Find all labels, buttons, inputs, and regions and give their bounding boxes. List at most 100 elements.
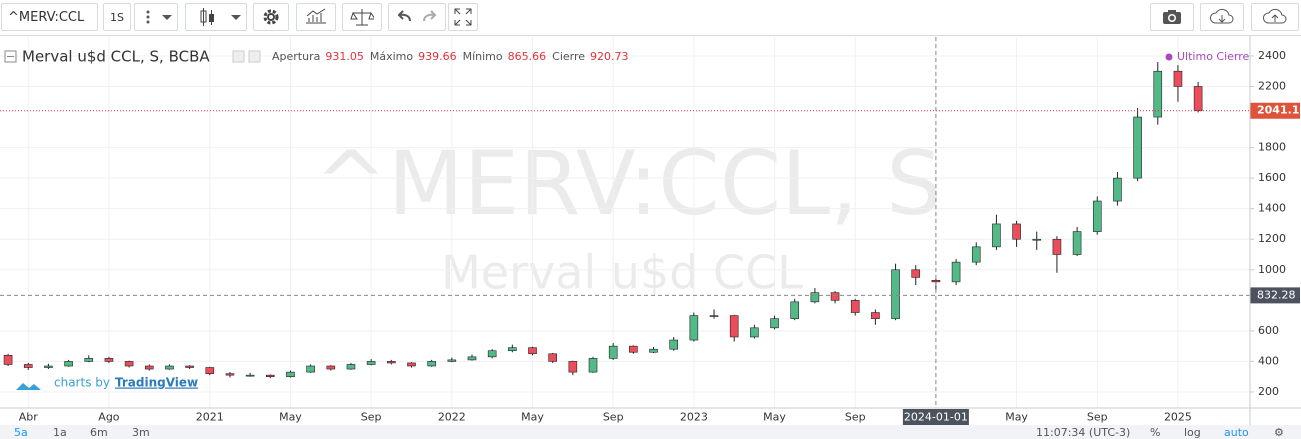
icon — [1163, 10, 1181, 24]
fullscreen-button[interactable] — [448, 3, 478, 31]
y-tick-label: 200 — [1258, 385, 1279, 398]
candle-body — [286, 371, 295, 377]
candle-body — [306, 365, 315, 373]
candle-body — [104, 358, 114, 362]
candle-body — [548, 353, 557, 362]
toolbar: ^MERV:CCL 1S — [0, 0, 1301, 36]
x-tick-label: 2022 — [438, 411, 466, 424]
icon — [146, 10, 172, 24]
y-tick-label: 2200 — [1258, 79, 1286, 92]
legend-close[interactable] — [248, 50, 261, 63]
footer: 5a 1a 6m 3m 11:07:34 (UTC-3) % log auto … — [0, 425, 1301, 439]
candle-body — [1052, 238, 1062, 255]
save-button[interactable] — [1251, 3, 1299, 31]
candle-body — [588, 358, 598, 373]
x-tick-label: 2021 — [196, 411, 224, 424]
auto-toggle[interactable]: auto — [1224, 426, 1249, 439]
candle-body — [709, 315, 719, 317]
branding-logo — [16, 383, 41, 390]
branding-prefix: charts by — [54, 376, 110, 390]
branding-link[interactable]: TradingView — [115, 376, 198, 390]
crosshair-time-box — [902, 409, 969, 425]
candle-body — [3, 355, 13, 365]
crosshair-time-label: 2024-01-01 — [904, 411, 968, 424]
candle-body — [729, 315, 739, 338]
chart-style-button[interactable] — [185, 3, 247, 31]
icon — [454, 8, 472, 26]
x-tick-label: 2025 — [1164, 411, 1192, 424]
settings-button[interactable] — [253, 3, 289, 31]
load-button[interactable] — [1200, 3, 1244, 31]
candle-body — [911, 269, 921, 278]
legend-label: Mínimo — [463, 50, 503, 63]
snapshot-button[interactable] — [1150, 3, 1194, 31]
crosshair-price-label: 832.28 — [1257, 288, 1296, 301]
symbol-input[interactable]: ^MERV:CCL — [1, 3, 98, 31]
legend-settings[interactable] — [232, 50, 245, 63]
x-tick-label: Sep — [845, 411, 866, 424]
icon — [1262, 8, 1287, 24]
candle-body — [891, 269, 900, 319]
last-close-label: Ultimo Cierre — [1177, 50, 1250, 63]
legend-value: 865.66 — [508, 50, 547, 63]
legend-title: Merval u$d CCL, S, BCBA — [22, 48, 210, 66]
candle-body — [326, 365, 336, 370]
candle-body — [185, 365, 194, 368]
icon — [306, 8, 326, 24]
candle-body — [387, 361, 396, 364]
percent-toggle[interactable]: % — [1150, 426, 1161, 439]
x-tick-label: May — [1005, 411, 1028, 424]
candle-body — [830, 292, 840, 301]
candle-body — [1012, 223, 1021, 240]
interval-button[interactable]: 1S — [103, 3, 131, 31]
candle-body — [165, 365, 174, 370]
candle-body — [205, 367, 215, 374]
legend-value: 939.66 — [418, 50, 457, 63]
candle-body — [1092, 200, 1102, 232]
range-button[interactable]: 6m — [90, 426, 108, 439]
candle-body — [407, 362, 416, 367]
y-tick-label: 400 — [1258, 354, 1279, 367]
candle-body — [850, 300, 860, 313]
y-tick-label: 1600 — [1258, 171, 1286, 184]
candle-body — [971, 246, 981, 263]
range-button[interactable]: 5a — [14, 426, 28, 439]
candle-body — [1173, 70, 1183, 87]
candle-body — [508, 347, 517, 352]
legend-toggle[interactable] — [4, 50, 17, 63]
last-close-dot — [1165, 53, 1173, 61]
candle-body — [931, 280, 941, 283]
candle-body — [124, 361, 134, 367]
plot — [3, 62, 1203, 379]
log-toggle[interactable]: log — [1184, 426, 1201, 439]
interval-menu[interactable] — [134, 3, 178, 31]
candle-body — [467, 356, 477, 361]
y-tick-label: 1200 — [1258, 232, 1286, 245]
watermark-subtitle: Merval u$d CCL — [441, 246, 803, 300]
range-button[interactable]: 1a — [53, 426, 67, 439]
x-tick-label: May — [279, 411, 302, 424]
candle-body — [1133, 116, 1142, 179]
candle-body — [366, 361, 376, 365]
candle-body — [871, 312, 880, 319]
legend-value: 931.05 — [325, 50, 364, 63]
icon — [263, 9, 279, 25]
candle-body — [427, 361, 436, 367]
candle-body — [770, 318, 779, 329]
undo-redo[interactable] — [388, 3, 446, 31]
settings-icon[interactable]: ⚙ — [1274, 426, 1284, 439]
legend-label: Apertura — [272, 50, 320, 63]
compare-button[interactable] — [342, 3, 382, 31]
x-tick-label: Ago — [98, 411, 120, 424]
candle-body — [144, 365, 154, 370]
range-button[interactable]: 3m — [132, 426, 150, 439]
candle-body — [568, 361, 578, 373]
overlay: 200 400 600 1000 1200 1400 1600 1800 2200 2400 Abr… — [0, 37, 1301, 425]
indicators-button[interactable] — [296, 3, 336, 31]
last-price-box — [1250, 102, 1300, 119]
x-tick-label: Sep — [603, 411, 624, 424]
legend-value: 920.73 — [590, 50, 629, 63]
candle-body — [689, 315, 699, 341]
y-tick-label: 1800 — [1258, 141, 1286, 154]
